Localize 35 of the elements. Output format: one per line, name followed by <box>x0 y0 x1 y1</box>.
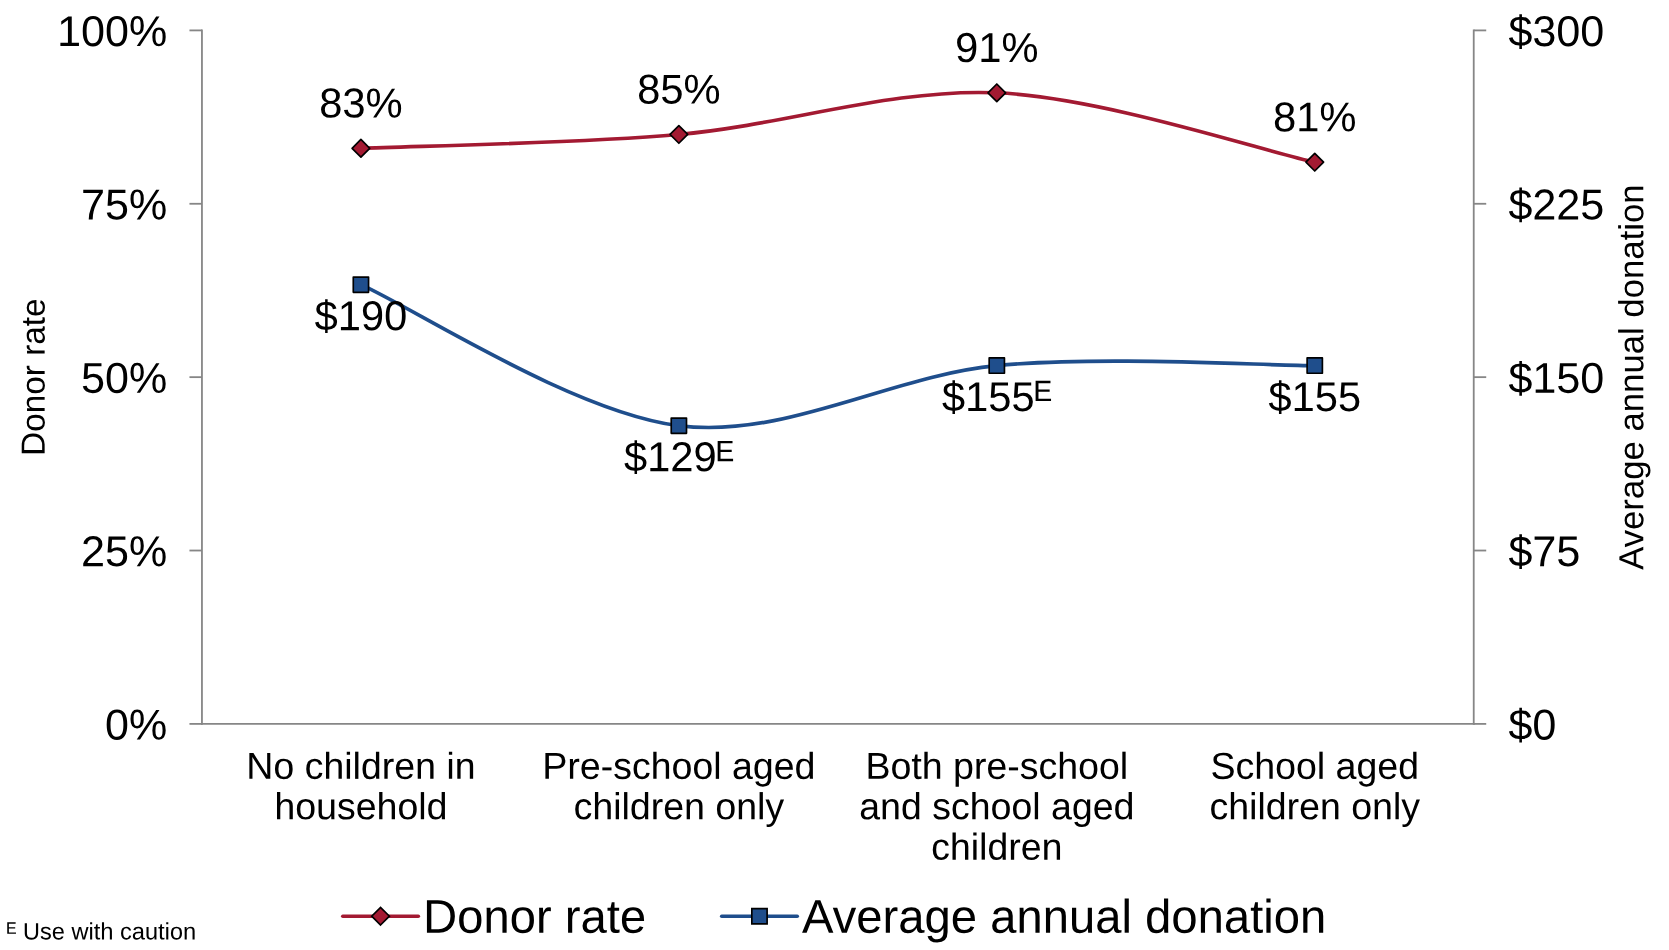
point <box>352 276 370 294</box>
data-label: $129ᴱ <box>624 440 734 475</box>
point <box>351 138 371 158</box>
legend-label: Average annual donation <box>802 898 1324 943</box>
y2-tick-label: $75 <box>1508 534 1579 570</box>
y-tick-label: 0% <box>106 709 166 740</box>
x-tick-label: Both pre-school and school aged children <box>860 751 1133 861</box>
data-label: 81% <box>1274 102 1355 132</box>
data-label: 91% <box>957 32 1038 63</box>
x-tick-label: No children in household <box>249 751 474 820</box>
y-tick-label: 75% <box>83 189 166 220</box>
point <box>988 357 1006 375</box>
point <box>987 83 1007 103</box>
x-tick-label: Pre-school aged children only <box>545 751 813 828</box>
y-tick-label: 50% <box>82 362 166 394</box>
y-tick-label: 100% <box>60 15 166 47</box>
point <box>669 124 689 145</box>
text: ᴱ Use with caution <box>7 922 195 940</box>
y2-tick-label: $225 <box>1508 187 1603 223</box>
data-label: $190 <box>315 299 406 334</box>
y2-tick-label: $0 <box>1508 707 1555 743</box>
x-tick-label: School aged children only <box>1211 751 1420 828</box>
point <box>1305 152 1325 172</box>
y2-tick-label: $150 <box>1508 360 1603 396</box>
data-label: 85% <box>638 74 720 104</box>
y2-axis-title: Average annual donation <box>1618 186 1651 570</box>
data-label: 83% <box>321 88 402 118</box>
legend-label: Donor rate <box>426 900 645 934</box>
y-axis-title: Donor rate <box>21 299 45 454</box>
point <box>670 417 688 435</box>
data-label: $155ᴱ <box>942 380 1052 414</box>
y2-tick-label: $300 <box>1508 14 1603 49</box>
point <box>1306 357 1324 375</box>
data-label: $155 <box>1268 380 1360 414</box>
y-tick-label: 25% <box>83 536 166 567</box>
